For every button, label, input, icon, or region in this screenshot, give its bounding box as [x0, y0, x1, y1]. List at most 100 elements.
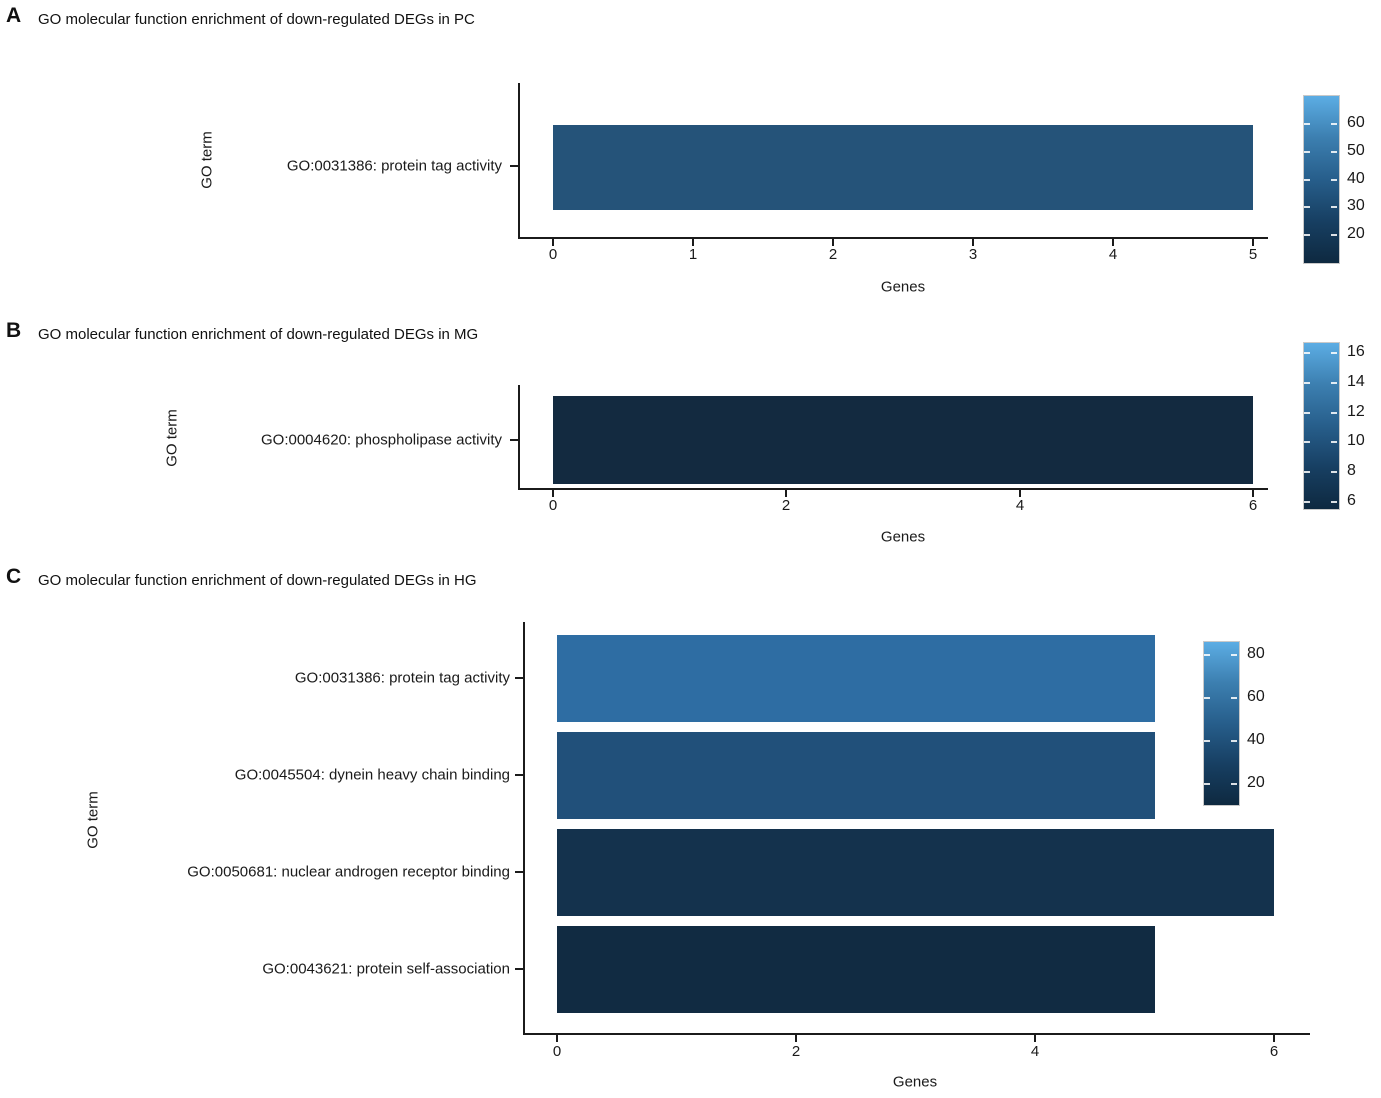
- colorbar-gradient: [1203, 641, 1240, 806]
- x-tick-mark: [832, 239, 834, 246]
- x-axis-label: Genes: [880, 278, 926, 296]
- colorbar-tick-mark: [1331, 471, 1337, 473]
- panel-title: GO molecular function enrichment of down…: [38, 326, 479, 343]
- colorbar-tick-label: 60: [1347, 114, 1365, 131]
- bar: [557, 635, 1155, 722]
- colorbar-tick-label: 6: [1347, 492, 1356, 509]
- colorbar-tick-mark: [1304, 179, 1310, 181]
- colorbar-tick-label: 60: [1247, 688, 1265, 705]
- x-axis-spine: [518, 488, 1268, 490]
- y-tick-mark: [515, 677, 523, 679]
- bar: [557, 732, 1155, 819]
- y-tick-mark: [510, 439, 518, 441]
- x-tick-label: 4: [1030, 1043, 1040, 1060]
- colorbar-tick-label: 80: [1247, 645, 1265, 662]
- x-tick-mark: [552, 239, 554, 246]
- colorbar-tick-mark: [1231, 654, 1237, 656]
- x-tick-mark: [552, 490, 554, 497]
- colorbar-tick-mark: [1304, 441, 1310, 443]
- colorbar-tick-label: 40: [1347, 170, 1365, 187]
- x-tick-label: 0: [548, 497, 558, 514]
- colorbar-tick-mark: [1331, 441, 1337, 443]
- x-tick-mark: [1112, 239, 1114, 246]
- x-tick-label: 3: [968, 246, 978, 263]
- x-tick-mark: [1034, 1035, 1036, 1042]
- x-tick-mark: [785, 490, 787, 497]
- bar: [557, 829, 1274, 916]
- colorbar-tick-mark: [1304, 382, 1310, 384]
- colorbar-tick-mark: [1304, 123, 1310, 125]
- colorbar-gradient: [1303, 342, 1340, 510]
- x-tick-mark: [795, 1035, 797, 1042]
- colorbar-tick-label: 12: [1347, 403, 1365, 420]
- colorbar-tick-mark: [1331, 179, 1337, 181]
- y-axis-spine: [523, 622, 525, 1035]
- colorbar-tick-mark: [1331, 234, 1337, 236]
- colorbar-tick-mark: [1331, 382, 1337, 384]
- x-axis-spine: [518, 237, 1268, 239]
- colorbar-tick-mark: [1304, 501, 1310, 503]
- category-label: GO:0031386: protein tag activity: [286, 157, 502, 175]
- bar: [553, 396, 1253, 484]
- x-axis-label: Genes: [880, 528, 926, 546]
- colorbar-tick-mark: [1231, 740, 1237, 742]
- colorbar-tick-mark: [1331, 352, 1337, 354]
- x-tick-label: 6: [1248, 497, 1258, 514]
- colorbar-tick-label: 20: [1347, 225, 1365, 242]
- colorbar-tick-mark: [1304, 234, 1310, 236]
- bar: [553, 125, 1253, 210]
- x-tick-mark: [1252, 239, 1254, 246]
- x-tick-label: 4: [1108, 246, 1118, 263]
- colorbar-tick-mark: [1331, 151, 1337, 153]
- category-label: GO:0031386: protein tag activity: [294, 669, 510, 687]
- x-tick-label: 2: [791, 1043, 801, 1060]
- panel-title: GO molecular function enrichment of down…: [38, 11, 475, 28]
- category-label: GO:0004620: phospholipase activity: [261, 431, 502, 449]
- x-tick-label: 4: [1015, 497, 1025, 514]
- panel-letter: C: [6, 565, 22, 588]
- x-tick-mark: [1273, 1035, 1275, 1042]
- colorbar-tick-mark: [1331, 501, 1337, 503]
- category-label: GO:0050681: nuclear androgen receptor bi…: [187, 863, 510, 881]
- colorbar-tick-label: 50: [1347, 142, 1365, 159]
- x-tick-mark: [1252, 490, 1254, 497]
- x-axis-spine: [523, 1033, 1310, 1035]
- x-axis-label: Genes: [892, 1073, 938, 1091]
- y-tick-mark: [515, 774, 523, 776]
- x-tick-mark: [972, 239, 974, 246]
- x-tick-label: 0: [548, 246, 558, 263]
- panel-title: GO molecular function enrichment of down…: [38, 572, 477, 589]
- colorbar-tick-mark: [1304, 412, 1310, 414]
- colorbar-tick-label: 16: [1347, 343, 1365, 360]
- colorbar-tick-label: 10: [1347, 432, 1365, 449]
- x-tick-mark: [692, 239, 694, 246]
- y-axis-spine: [518, 385, 520, 490]
- x-tick-label: 6: [1269, 1043, 1279, 1060]
- category-label: GO:0043621: protein self-association: [262, 960, 510, 978]
- colorbar-tick-mark: [1204, 697, 1210, 699]
- colorbar-tick-mark: [1331, 123, 1337, 125]
- colorbar-tick-mark: [1331, 206, 1337, 208]
- bar: [557, 926, 1155, 1013]
- colorbar-tick-mark: [1231, 697, 1237, 699]
- panel-letter: B: [6, 319, 22, 342]
- colorbar-tick-mark: [1304, 352, 1310, 354]
- colorbar-tick-mark: [1204, 783, 1210, 785]
- colorbar-tick-mark: [1204, 740, 1210, 742]
- colorbar-tick-label: 40: [1247, 731, 1265, 748]
- x-tick-mark: [1019, 490, 1021, 497]
- colorbar-tick-label: 8: [1347, 462, 1356, 479]
- y-axis-label: GO term: [84, 791, 102, 849]
- panel-letter: A: [6, 4, 22, 27]
- colorbar-tick-mark: [1204, 654, 1210, 656]
- x-tick-label: 2: [828, 246, 838, 263]
- y-tick-mark: [515, 968, 523, 970]
- colorbar-tick-label: 20: [1247, 774, 1265, 791]
- colorbar-tick-label: 14: [1347, 373, 1365, 390]
- colorbar-tick-mark: [1304, 471, 1310, 473]
- colorbar-tick-mark: [1304, 206, 1310, 208]
- colorbar-tick-mark: [1331, 412, 1337, 414]
- x-tick-label: 1: [688, 246, 698, 263]
